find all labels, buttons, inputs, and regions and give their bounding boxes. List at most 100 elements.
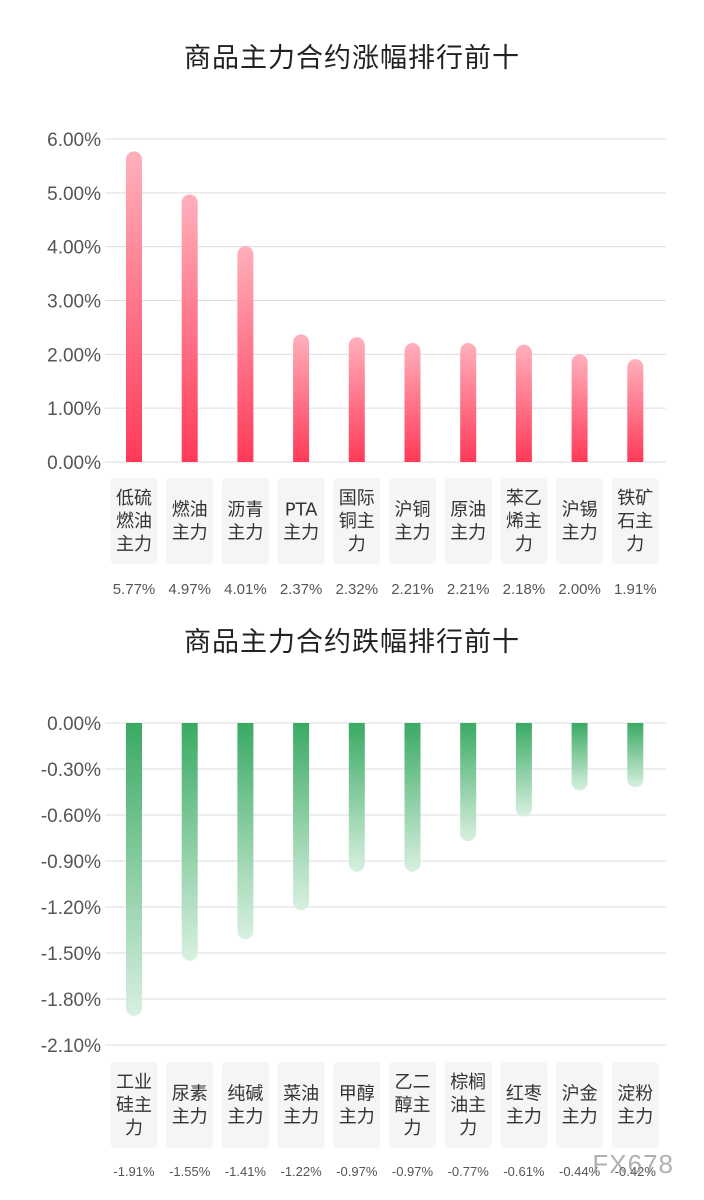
gainers-y-tick-label: 2.00% xyxy=(47,345,101,366)
losers-bar xyxy=(627,723,644,788)
gainers-bar xyxy=(237,246,254,462)
gainers-bar xyxy=(460,343,477,462)
losers-y-tick-label: -0.30% xyxy=(41,760,101,781)
gainers-bar xyxy=(404,343,421,462)
losers-category-label: 乙二醇主力 xyxy=(395,1072,431,1139)
gainers-category-box xyxy=(277,478,325,564)
losers-category-label: 红枣主力 xyxy=(506,1084,542,1128)
losers-bar xyxy=(515,723,532,817)
losers-category-box xyxy=(500,1062,548,1148)
gainers-category-box xyxy=(166,478,214,564)
gainers-category-label: 低硫燃油主力 xyxy=(116,488,152,555)
gainers-value-label: 2.37% xyxy=(280,581,323,598)
losers-value-label: -1.22% xyxy=(280,1164,322,1179)
gainers-category-box xyxy=(611,478,659,564)
gainers-category-box xyxy=(556,478,604,564)
fx678-watermark: FX678 xyxy=(592,1149,674,1179)
losers-category-box xyxy=(277,1062,325,1148)
losers-category-label: 尿素主力 xyxy=(172,1084,208,1128)
gainers-value-label: 5.77% xyxy=(113,581,156,598)
gainers-category-label: 苯乙烯主力 xyxy=(506,488,542,555)
losers-bar xyxy=(237,723,254,940)
losers-bar xyxy=(404,723,421,872)
gainers-y-tick-label: 4.00% xyxy=(47,238,101,259)
gainers-category-box xyxy=(389,478,436,564)
gainers-category-label: 燃油主力 xyxy=(172,500,208,544)
gainers-value-label: 2.00% xyxy=(558,581,601,598)
gainers-value-label: 2.21% xyxy=(447,581,490,598)
gainers-category-box xyxy=(221,478,269,564)
losers-value-label: -1.55% xyxy=(169,1164,211,1179)
losers-bar xyxy=(126,723,142,1016)
losers-y-tick-label: -2.10% xyxy=(41,1036,101,1057)
losers-value-label: -0.97% xyxy=(336,1164,378,1179)
gainers-category-label: 原油主力 xyxy=(450,500,486,544)
gainers-y-tick-label: 0.00% xyxy=(47,453,101,474)
gainers-value-label: 4.97% xyxy=(168,581,211,598)
gainers-y-tick-label: 1.00% xyxy=(47,399,101,420)
gainers-bar-chart: 6.00% 5.00% 4.00% 3.00% 2.00% 1.00% 0.00% 低硫燃油主… xyxy=(47,130,666,598)
losers-value-label: -0.42% xyxy=(615,1164,657,1179)
gainers-category-box xyxy=(444,478,492,564)
losers-y-tick-label: -0.90% xyxy=(41,852,101,873)
losers-category-label: 甲醇主力 xyxy=(339,1084,375,1128)
losers-category-label: 淀粉主力 xyxy=(617,1084,653,1128)
gainers-category-box xyxy=(500,478,548,564)
losers-y-tick-label: -1.50% xyxy=(41,944,101,965)
gainers-category-label: 沪铜主力 xyxy=(395,500,431,544)
gainers-value-label: 4.01% xyxy=(224,581,267,598)
losers-value-label: -1.91% xyxy=(113,1164,155,1179)
losers-bar xyxy=(181,723,198,961)
losers-value-label: -1.41% xyxy=(225,1164,267,1179)
losers-bar xyxy=(460,723,477,842)
gainers-value-label: 2.32% xyxy=(336,581,379,598)
losers-y-tick-label: -0.60% xyxy=(41,806,101,827)
gainers-value-label: 2.21% xyxy=(391,581,434,598)
losers-y-tick-label: -1.20% xyxy=(41,898,101,919)
gainers-bar xyxy=(515,344,532,462)
gainers-category-box xyxy=(110,478,158,564)
losers-category-box xyxy=(166,1062,214,1148)
gainers-bar xyxy=(571,354,588,462)
losers-category-box xyxy=(110,1062,158,1148)
losers-value-label: -0.97% xyxy=(392,1164,434,1179)
losers-y-tick-label: -1.80% xyxy=(41,990,101,1011)
losers-category-box xyxy=(444,1062,492,1148)
gainers-bar xyxy=(181,194,198,462)
losers-category-label: 棕榈油主力 xyxy=(450,1072,486,1139)
gainers-value-label: 1.91% xyxy=(614,581,657,598)
gainers-category-label: 铁矿石主力 xyxy=(617,488,653,555)
losers-category-label: 工业硅主力 xyxy=(116,1072,152,1139)
gainers-category-label: 沥青主力 xyxy=(227,500,263,544)
gainers-category-box xyxy=(333,478,381,564)
losers-value-label: -0.44% xyxy=(559,1164,601,1179)
losers-bar-chart: 0.00% -0.30% -0.60% -0.90% -1.20% -1.50% -1.80… xyxy=(41,714,666,1179)
losers-category-box xyxy=(389,1062,436,1148)
losers-category-label: 沪金主力 xyxy=(562,1084,598,1128)
gainers-chart-title: 商品主力合约涨幅排行前十 xyxy=(184,43,520,74)
gainers-value-label: 2.18% xyxy=(503,581,546,598)
losers-category-box xyxy=(611,1062,659,1148)
losers-bar xyxy=(293,723,310,911)
losers-chart-title: 商品主力合约跌幅排行前十 xyxy=(184,627,520,658)
losers-bar xyxy=(571,723,588,791)
losers-category-box xyxy=(221,1062,269,1148)
gainers-bar xyxy=(348,337,365,462)
losers-category-label: 纯碱主力 xyxy=(227,1084,263,1128)
gainers-y-tick-label: 3.00% xyxy=(47,292,101,313)
losers-category-label: 菜油主力 xyxy=(283,1084,319,1128)
gainers-category-label: 沪锡主力 xyxy=(562,500,598,544)
losers-y-tick-label: 0.00% xyxy=(47,714,101,735)
gainers-category-label: 国际铜主力 xyxy=(339,488,375,555)
losers-value-label: -0.77% xyxy=(448,1164,490,1179)
gainers-bar xyxy=(293,334,310,462)
gainers-bar xyxy=(627,359,644,462)
gainers-y-tick-label: 6.00% xyxy=(47,130,101,151)
gainers-category-label: PTA 主力 xyxy=(283,500,319,544)
gainers-y-tick-label: 5.00% xyxy=(47,184,101,205)
gainers-bar xyxy=(126,151,142,463)
losers-category-box xyxy=(556,1062,604,1148)
losers-value-label: -0.61% xyxy=(503,1164,545,1179)
losers-category-box xyxy=(333,1062,381,1148)
